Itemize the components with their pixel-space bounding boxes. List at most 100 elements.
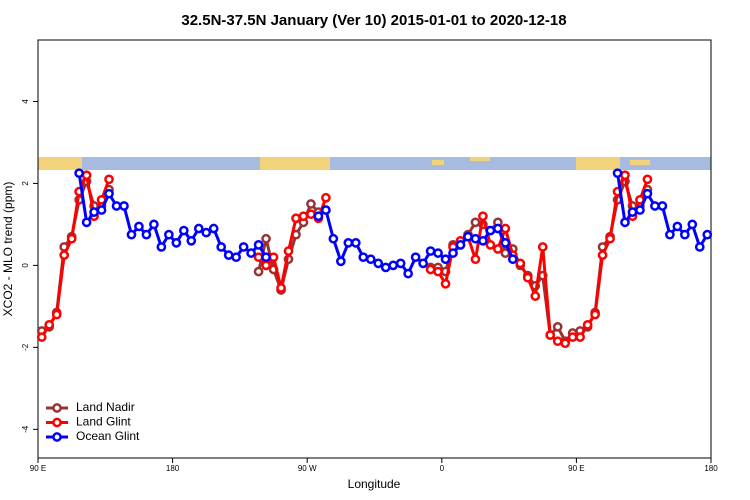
land-strip: [432, 160, 444, 165]
data-point: [433, 248, 443, 258]
y-tick-label: -2: [21, 343, 30, 351]
legend-marker: [52, 403, 62, 413]
data-point: [126, 229, 137, 240]
land-ocean-strip: [38, 157, 711, 170]
data-point: [365, 254, 376, 265]
y-tick-label: -4: [21, 425, 30, 433]
data-point: [455, 240, 466, 250]
data-point: [470, 217, 481, 228]
data-point: [552, 336, 563, 347]
data-point: [283, 246, 294, 256]
data-point: [149, 219, 159, 230]
data-point: [418, 258, 428, 269]
data-point: [186, 235, 197, 246]
data-point: [620, 170, 630, 181]
data-point: [261, 252, 271, 263]
data-point: [178, 225, 189, 236]
data-point: [635, 205, 645, 215]
data-point: [223, 250, 234, 260]
data-point: [597, 250, 608, 260]
data-point: [231, 252, 242, 263]
land-strip: [38, 157, 82, 170]
data-point: [500, 223, 511, 234]
legend-marker: [52, 432, 62, 442]
data-point: [201, 227, 212, 238]
data-point: [702, 229, 713, 240]
data-point: [612, 168, 623, 179]
plot-frame: [37, 39, 712, 459]
data-point: [291, 213, 301, 224]
y-tick-label: 4: [21, 99, 30, 104]
data-point: [403, 268, 413, 279]
data-point: [590, 309, 600, 320]
data-point: [268, 252, 279, 263]
data-point: [208, 223, 219, 234]
data-point: [298, 211, 309, 222]
data-point: [111, 201, 122, 211]
data-point: [276, 283, 286, 293]
data-point: [507, 254, 518, 265]
land-strip: [260, 157, 330, 170]
data-point: [66, 233, 77, 244]
data-point: [575, 332, 585, 342]
data-point: [119, 201, 129, 211]
data-point: [89, 207, 99, 217]
data-point: [388, 260, 399, 271]
data-point: [336, 256, 346, 267]
x-tick-label: 90 W: [298, 464, 317, 473]
data-point: [425, 246, 436, 256]
data-point: [515, 258, 526, 269]
data-point: [620, 217, 630, 228]
chart-title: 32.5N-37.5N January (Ver 10) 2015-01-01 …: [181, 12, 566, 29]
data-point: [36, 332, 47, 342]
data-point: [104, 174, 114, 185]
data-point: [650, 201, 660, 211]
ocean-strip: [38, 157, 711, 170]
x-tick-label: 180: [166, 464, 180, 473]
data-point: [104, 188, 114, 199]
y-axis-label: XCO2 - MLO trend (ppm): [1, 182, 15, 317]
data-point: [51, 309, 62, 320]
x-tick-label: 90 E: [30, 464, 46, 473]
data-point: [164, 229, 174, 240]
y-tick-label: 2: [21, 181, 30, 186]
data-point: [567, 332, 578, 342]
data-point: [522, 272, 533, 283]
data-point: [642, 188, 653, 199]
data-point: [627, 207, 638, 217]
data-point: [96, 205, 107, 215]
data-point: [343, 238, 354, 248]
data-point: [605, 233, 615, 244]
data-point: [253, 240, 264, 250]
data-point: [433, 266, 443, 277]
data-point: [321, 205, 331, 215]
data-point: [81, 170, 92, 181]
data-point: [328, 233, 339, 244]
data-point: [134, 221, 144, 232]
data-point: [44, 319, 55, 330]
data-point: [657, 201, 668, 211]
data-point: [246, 248, 256, 258]
data-point: [582, 319, 593, 330]
data-point: [238, 242, 249, 252]
data-point: [156, 242, 167, 252]
data-point: [321, 192, 331, 203]
data-point: [642, 174, 653, 185]
data-point: [440, 278, 451, 289]
data-point: [560, 338, 571, 349]
legend-label: Land Glint: [76, 415, 131, 429]
data-point: [679, 229, 690, 240]
data-point: [500, 238, 511, 248]
x-tick-label: 180: [704, 464, 718, 473]
x-tick-label: 90 E: [568, 464, 584, 473]
land-strip: [576, 157, 620, 170]
data-point: [485, 225, 496, 236]
data-point: [493, 223, 503, 234]
legend-label: Ocean Glint: [76, 429, 140, 443]
data-point: [81, 217, 92, 228]
data-point: [448, 248, 458, 258]
data-point: [380, 262, 391, 273]
data-point: [470, 254, 481, 265]
